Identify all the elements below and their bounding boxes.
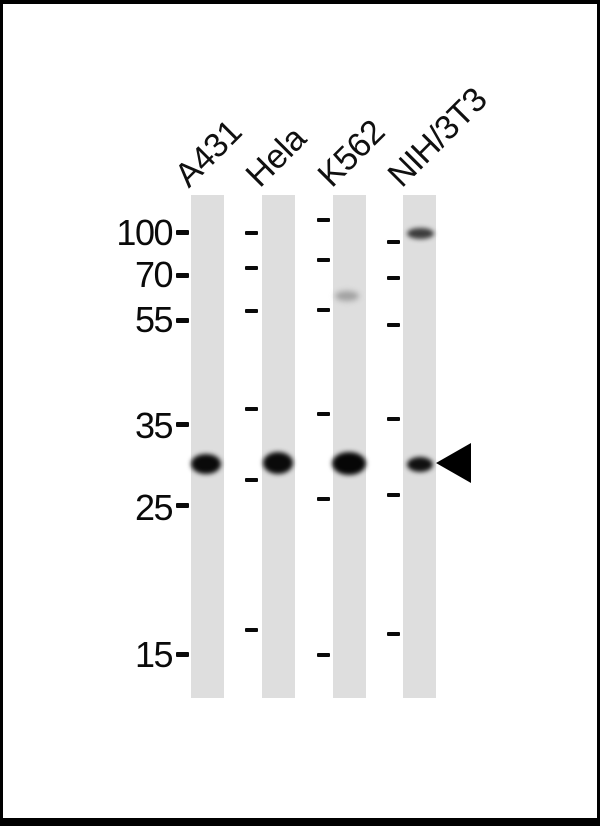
mw-dash-100 [176,230,189,235]
lane-label-3: K562 [310,112,393,195]
mw-label-35: 35 [134,405,174,446]
mw-label-55: 55 [134,299,174,340]
lane-gap-tick [317,308,330,312]
mw-label-15: 15 [134,634,174,675]
lane-label-1: A431 [167,112,250,195]
lane-label-4: NIH/3T3 [380,80,495,195]
lane-gap-tick [317,497,330,501]
lane-gap-tick [387,323,400,327]
lane-gap-tick [317,258,330,262]
lane-strip-4 [403,195,436,698]
protein-band-strong [191,454,221,474]
lane-gap-tick [245,266,258,270]
mw-label-70: 70 [134,254,174,295]
mw-dash-25 [176,503,189,508]
lane-strip-2 [262,195,295,698]
protein-band-faint [335,291,359,301]
lane-gap-tick [387,240,400,244]
mw-label-25: 25 [134,487,174,528]
lane-gap-tick [245,231,258,235]
lane-gap-tick [387,632,400,636]
protein-band-strong [332,451,366,475]
lane-gap-tick [317,412,330,416]
lane-strip-3 [333,195,366,698]
mw-dash-70 [176,273,189,278]
mw-dash-15 [176,652,189,657]
lane-gap-tick [245,478,258,482]
lane-gap-tick [387,493,400,497]
lane-gap-tick [317,653,330,657]
mw-dash-55 [176,318,189,323]
lane-gap-tick [387,276,400,280]
protein-band-medium [406,227,434,239]
mw-label-100: 100 [116,212,173,253]
lane-gap-tick [317,218,330,222]
lane-gap-tick [387,417,400,421]
lane-gap-tick [245,628,258,632]
mw-dash-35 [176,422,189,427]
protein-band-strong [407,456,433,472]
lane-strip-1 [191,195,224,698]
lane-gap-tick [245,407,258,411]
lane-label-2: Hela [238,119,314,195]
band-arrowhead-icon [436,443,471,483]
protein-band-strong [263,452,293,474]
lane-gap-tick [245,309,258,313]
